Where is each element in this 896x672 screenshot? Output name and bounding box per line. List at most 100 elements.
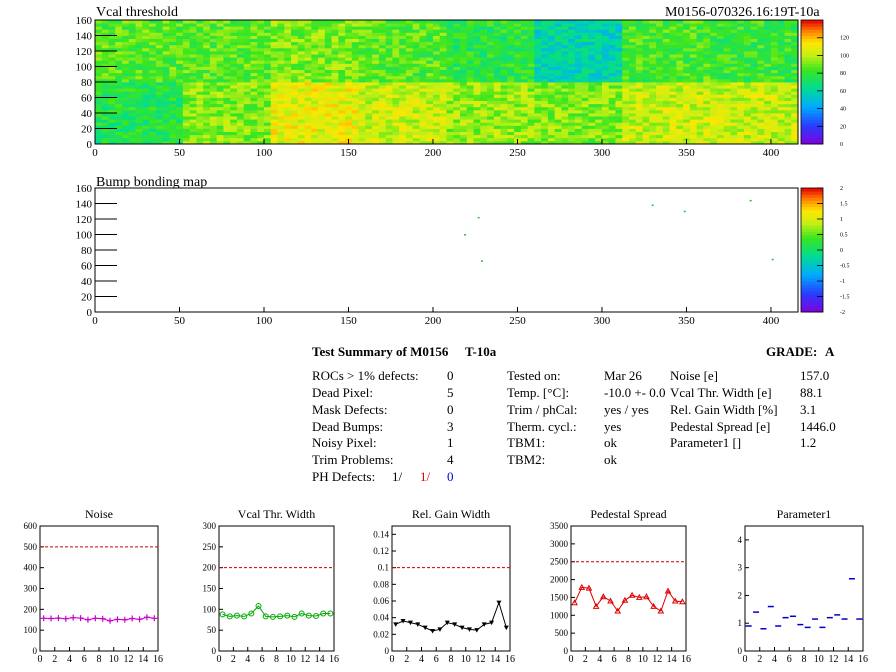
heatmap-cell [473, 69, 481, 74]
heatmap-cell [372, 140, 380, 145]
heatmap-cell [507, 29, 515, 33]
heatmap-cell [155, 128, 163, 132]
heatmap-cell [149, 137, 157, 142]
heatmap-cell [770, 60, 779, 64]
heatmap-cell [304, 72, 312, 77]
heatmap-cell [189, 134, 197, 139]
heatmap-cell [784, 51, 792, 55]
heatmap-cell [182, 113, 191, 117]
heatmap-cell [95, 20, 103, 24]
heatmap-cell [466, 69, 474, 74]
heatmap-cell [527, 51, 535, 55]
heatmap-cell [128, 85, 136, 89]
heatmap-cell [662, 109, 670, 114]
heatmap-cell [439, 91, 447, 95]
heatmap-cell [514, 26, 522, 30]
heatmap-cell [541, 100, 549, 105]
heatmap-cell [791, 91, 799, 95]
heatmap-cell [108, 72, 116, 77]
heatmap-cell [730, 88, 738, 92]
heatmap-cell [500, 119, 508, 123]
heatmap-cell [466, 103, 474, 108]
heatmap-cell [243, 69, 251, 74]
heatmap-cell [419, 23, 427, 27]
heatmap-cell [270, 137, 278, 142]
heatmap-cell [547, 97, 556, 101]
heatmap-cell [419, 91, 427, 95]
heatmap-cell [257, 85, 265, 89]
heatmap-cell [534, 69, 542, 74]
heatmap-cell [277, 128, 285, 132]
heatmap-cell [500, 94, 508, 98]
heatmap-cell [723, 26, 731, 30]
heatmap-cell [243, 103, 251, 108]
heatmap-cell [453, 122, 461, 126]
heatmap-cell [412, 119, 420, 123]
heatmap-cell [466, 116, 474, 120]
heatmap-cell [263, 131, 272, 136]
heatmap-cell [466, 63, 474, 67]
data-point [607, 597, 614, 604]
palette-band [801, 243, 823, 248]
heatmap-cell [311, 94, 319, 98]
heatmap-cell [209, 69, 218, 74]
heatmap-cell [331, 119, 339, 123]
heatmap-cell [527, 75, 535, 80]
heatmap-cell [263, 38, 272, 43]
heatmap-cell [710, 119, 718, 123]
heatmap-cell [351, 97, 360, 101]
heatmap-cell [669, 38, 677, 43]
x-tick-label: 0 [390, 654, 395, 665]
heatmap-cell [365, 78, 373, 83]
heatmap-cell [561, 131, 569, 136]
heatmap-cell [500, 97, 508, 101]
heatmap-cell [216, 113, 224, 117]
heatmap-cell [588, 122, 596, 126]
heatmap-cell [716, 35, 725, 39]
heatmap-cell [155, 54, 163, 58]
data-point [40, 615, 47, 622]
heatmap-cell [392, 32, 400, 36]
heatmap-cell [683, 134, 691, 139]
heatmap-cell [716, 103, 725, 108]
y-tick-label: 60 [81, 93, 93, 105]
heatmap-cell [216, 109, 224, 114]
heatmap-cell [480, 38, 488, 43]
heatmap-cell [676, 69, 684, 74]
heatmap-cell [223, 131, 231, 136]
heatmap-cell [284, 60, 292, 64]
heatmap-cell [426, 51, 434, 55]
heatmap-cell [142, 137, 150, 142]
heatmap-cell [331, 116, 339, 120]
palette-band [801, 225, 823, 229]
heatmap-cell [331, 69, 339, 74]
data-point [657, 607, 665, 614]
heatmap-cell [426, 35, 434, 39]
heatmap-cell [466, 106, 474, 111]
y-tick-label: 0 [738, 646, 743, 656]
heatmap-cell [358, 91, 366, 95]
heatmap-cell [588, 35, 596, 39]
heatmap-cell [446, 106, 454, 111]
heatmap-cell [520, 60, 529, 64]
heatmap-cell [649, 63, 657, 67]
heatmap-cell [128, 66, 136, 70]
heatmap-cell [128, 23, 136, 27]
x-tick-label: 4 [597, 654, 602, 665]
heatmap-cell [615, 60, 623, 64]
heatmap-cell [601, 60, 610, 64]
heatmap-cell [696, 32, 704, 36]
heatmap-cell [439, 137, 447, 142]
heatmap-cell [649, 47, 657, 52]
heatmap-cell [108, 60, 116, 64]
heatmap-cell [791, 51, 799, 55]
heatmap-cell [162, 140, 170, 145]
heatmap-cell [460, 69, 468, 74]
heatmap-cell [791, 29, 799, 33]
heatmap-cell [101, 122, 109, 126]
heatmap-cell [669, 128, 677, 132]
heatmap-cell [730, 57, 738, 61]
heatmap-cell [601, 134, 610, 139]
heatmap-cell [527, 88, 535, 92]
heatmap-cell [135, 106, 143, 111]
